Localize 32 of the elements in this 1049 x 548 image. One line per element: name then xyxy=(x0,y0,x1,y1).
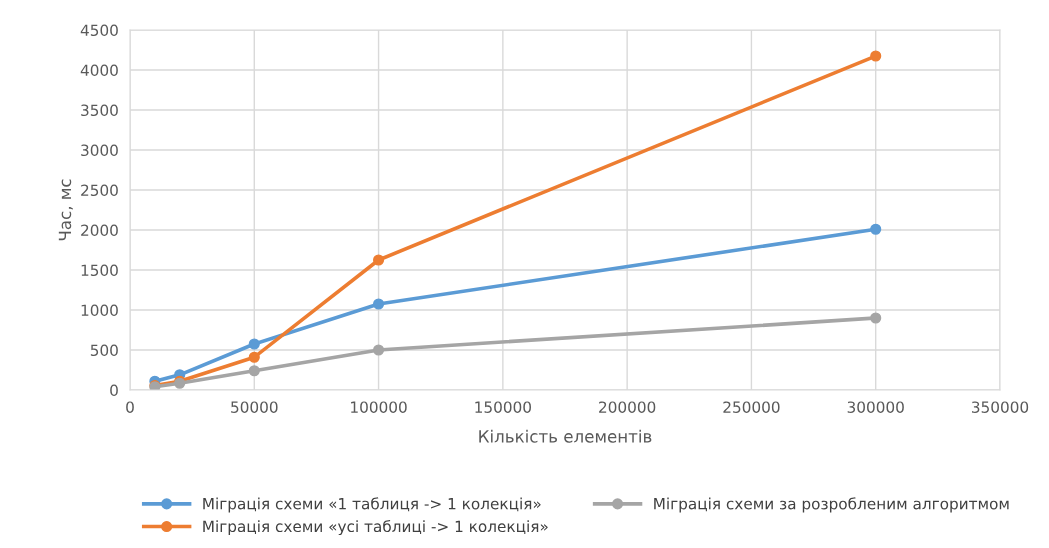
point xyxy=(373,344,385,356)
point xyxy=(373,298,385,310)
y-tick-label: 1000 xyxy=(81,304,118,317)
y-tick-label: 3500 xyxy=(81,104,118,117)
point xyxy=(870,50,882,62)
y-tick-label: 0 xyxy=(110,384,118,397)
x-tick-label: 50000 xyxy=(231,401,278,413)
legend-label: Міграція схеми «1 таблиця -> 1 колекція» xyxy=(203,497,541,513)
x-axis-title: Кількість елементів xyxy=(479,429,652,443)
y-tick-label: 4500 xyxy=(80,24,118,37)
x-tick-label: 250000 xyxy=(723,401,780,413)
x-tick-label: 0 xyxy=(126,401,134,413)
x-tick-label: 350000 xyxy=(972,401,1029,413)
x-tick-label: 300000 xyxy=(847,401,904,413)
point xyxy=(248,338,260,350)
x-tick-label: 100000 xyxy=(351,401,407,413)
y-axis-title: Час, мс xyxy=(58,179,73,241)
point xyxy=(870,312,882,324)
y-tick-label: 3000 xyxy=(81,144,118,157)
point xyxy=(373,254,385,266)
point xyxy=(870,223,882,235)
y-tick-label: 1500 xyxy=(81,264,118,277)
y-tick-label: 2000 xyxy=(81,224,118,237)
y-tick-label: 4000 xyxy=(80,64,118,77)
point xyxy=(248,365,260,377)
legend-label: Міграція схеми за розробленим алгоритмом xyxy=(654,497,1009,513)
y-tick-label: 2500 xyxy=(81,184,118,197)
x-tick-label: 150000 xyxy=(475,401,531,413)
legend-label: Міграція схеми «усі таблиці -> 1 колекція» xyxy=(203,520,548,536)
x-tick-label: 200000 xyxy=(599,401,656,413)
y-tick-label: 500 xyxy=(90,344,118,357)
point xyxy=(248,351,260,363)
